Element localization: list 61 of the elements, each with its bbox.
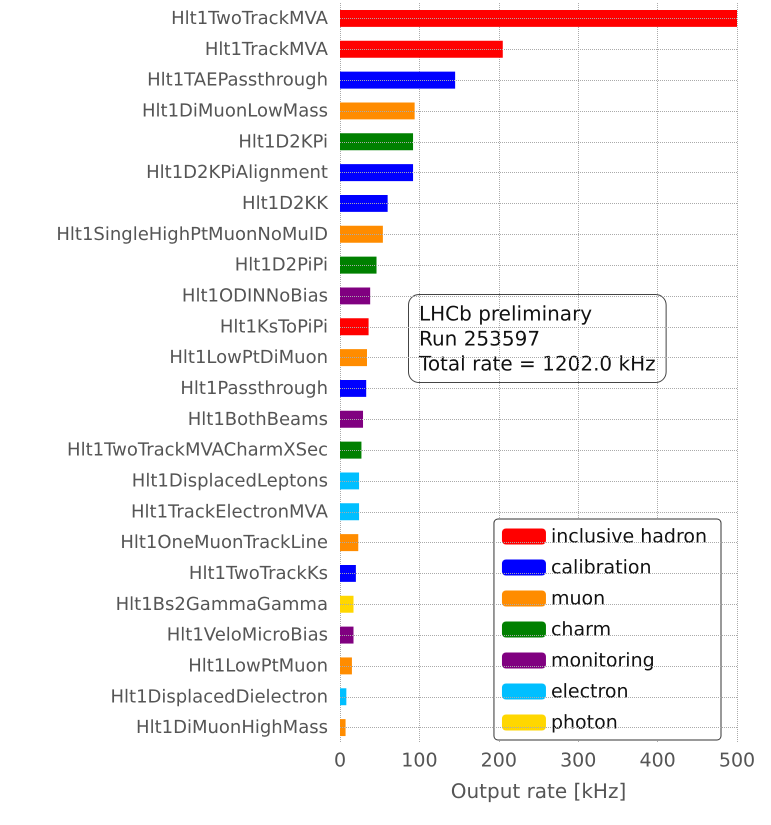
legend-label: muon — [550, 588, 606, 610]
x-tick-label: 300 — [560, 750, 596, 772]
y-tick-label: Hlt1TAEPassthrough — [147, 70, 328, 91]
bar — [340, 380, 366, 397]
bar — [340, 688, 346, 706]
bar — [340, 442, 362, 459]
bar — [340, 626, 354, 644]
x-tick-label: 200 — [480, 750, 517, 772]
bar — [340, 719, 346, 736]
y-tick-label: Hlt1D2PiPi — [234, 254, 328, 276]
y-tick-label: Hlt1ODINNoBias — [182, 285, 328, 306]
bar — [340, 226, 383, 243]
y-tick-label: Hlt1SingleHighPtMuonNoMuID — [56, 224, 328, 245]
y-tick-label: Hlt1D2KPi — [238, 131, 328, 152]
legend-label: calibration — [550, 556, 652, 578]
y-tick-label: Hlt1LowPtMuon — [188, 655, 328, 676]
y-tick-label: Hlt1DiMuonLowMass — [142, 100, 328, 122]
bar — [340, 349, 367, 366]
y-tick-label: Hlt1LowPtDiMuon — [169, 347, 328, 368]
y-tick-label: Hlt1DisplacedDielectron — [110, 686, 328, 708]
legend-label: charm — [550, 618, 612, 640]
y-tick-label: Hlt1BothBeams — [188, 408, 328, 430]
x-tick-label: 500 — [718, 750, 756, 772]
x-tick-label: 0 — [334, 750, 346, 772]
y-tick-label: Hlt1TwoTrackKs — [188, 562, 328, 584]
bar — [340, 503, 360, 520]
bar — [340, 287, 370, 304]
legend-label: monitoring — [550, 650, 655, 672]
bar — [340, 534, 358, 552]
y-tick-label: Hlt1KsToPiPi — [220, 316, 328, 338]
bar — [340, 657, 352, 674]
bar — [340, 564, 356, 582]
x-axis-title: Output rate [kHz] — [450, 779, 626, 803]
bar — [340, 194, 388, 212]
legend-label: electron — [550, 680, 629, 702]
x-tick-label: 400 — [639, 750, 676, 772]
y-tick-label: Hlt1TrackMVA — [204, 38, 329, 60]
bar — [340, 10, 737, 27]
y-tick-label: Hlt1DisplacedLeptons — [132, 470, 328, 492]
bar — [340, 596, 354, 613]
y-tick-label: Hlt1TrackElectronMVA — [131, 501, 329, 522]
y-tick-label: Hlt1D2KK — [242, 192, 330, 214]
bar — [340, 318, 369, 336]
y-tick-label: Hlt1VeloMicroBias — [166, 624, 328, 646]
y-tick-label: Hlt1OneMuonTrackLine — [120, 532, 328, 554]
bar — [340, 102, 415, 120]
y-tick-label: Hlt1Bs2GammaGamma — [116, 594, 328, 615]
bar — [340, 72, 456, 89]
bar — [340, 133, 414, 150]
bar — [340, 164, 414, 182]
y-tick-label: Hlt1DiMuonHighMass — [136, 717, 328, 738]
bar — [340, 410, 364, 428]
y-tick-label: Hlt1TwoTrackMVA — [171, 8, 329, 29]
y-tick-label: Hlt1D2KPiAlignment — [146, 162, 328, 184]
legend-label: inclusive hadron — [550, 526, 707, 548]
bar — [340, 40, 503, 58]
bar — [340, 256, 377, 274]
y-tick-label: Hlt1Passthrough — [180, 378, 328, 399]
y-tick-label: Hlt1TwoTrackMVACharmXSec — [67, 440, 328, 461]
x-tick-label: 100 — [401, 750, 438, 772]
bar — [340, 472, 360, 490]
